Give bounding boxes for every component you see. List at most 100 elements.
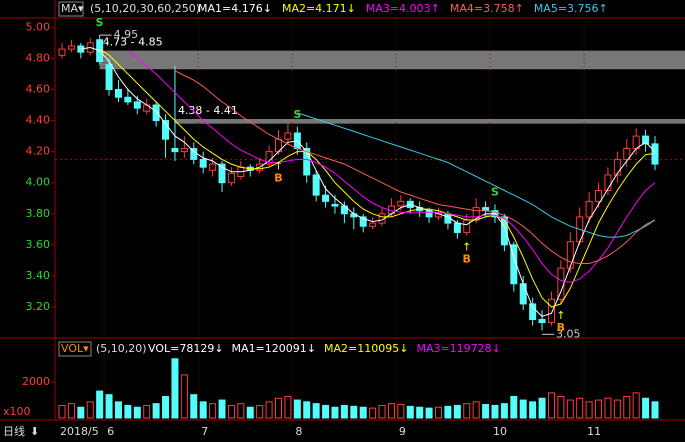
volume-bar bbox=[246, 406, 254, 419]
volume-bar bbox=[406, 405, 414, 419]
candle-body bbox=[566, 241, 574, 269]
candle-body bbox=[463, 219, 471, 233]
candle-body bbox=[67, 45, 75, 50]
volume-bar bbox=[218, 399, 226, 419]
volume-bar bbox=[623, 395, 631, 419]
candle-body bbox=[133, 101, 141, 109]
candle-body bbox=[369, 222, 377, 227]
signal: S bbox=[491, 185, 499, 198]
volume-bar bbox=[284, 395, 292, 419]
volume-bar bbox=[538, 397, 546, 419]
volume-bar bbox=[86, 401, 94, 419]
legend-entry: MA3=4.003↑ bbox=[366, 2, 440, 15]
volume-bar bbox=[425, 407, 433, 419]
candle-body bbox=[547, 298, 555, 324]
volume-indicator[interactable]: VOL▾ bbox=[61, 342, 89, 355]
candle-body bbox=[180, 148, 188, 153]
volume-bar bbox=[576, 397, 584, 419]
indicator-params: (5,10,20,30,60,250) bbox=[90, 2, 200, 15]
candle-body bbox=[623, 148, 631, 160]
indicator-box[interactable] bbox=[58, 1, 84, 17]
volume-bar bbox=[604, 397, 612, 419]
annotation: 4.95 bbox=[114, 28, 138, 41]
volume-bar bbox=[331, 406, 339, 419]
signal: B bbox=[463, 253, 471, 266]
volume-bar bbox=[322, 404, 330, 419]
volume-bar bbox=[312, 403, 320, 419]
candle-body bbox=[585, 200, 593, 218]
volume-bar bbox=[152, 403, 160, 419]
range-band bbox=[174, 119, 685, 124]
y-tick-label: 4.40 bbox=[26, 114, 51, 127]
volume-bar bbox=[519, 399, 527, 419]
volume-bar bbox=[265, 401, 273, 419]
x-tick-label: 11 bbox=[587, 425, 601, 438]
volume-bar bbox=[293, 399, 301, 419]
candle-body bbox=[538, 318, 546, 324]
period[interactable]: 日线 bbox=[3, 424, 25, 438]
candle-body bbox=[227, 172, 235, 184]
volume-bar bbox=[227, 404, 235, 419]
signal-arrow: ↑ bbox=[462, 241, 471, 254]
volume-bar bbox=[529, 401, 537, 419]
candle-body bbox=[284, 132, 292, 140]
candle-body bbox=[322, 194, 330, 202]
signal: B bbox=[557, 321, 565, 334]
indicator-name[interactable]: MA▾ bbox=[61, 2, 84, 15]
volume-bar bbox=[237, 403, 245, 419]
volume-bar bbox=[613, 399, 621, 419]
volume-bar bbox=[472, 401, 480, 419]
candle-body bbox=[557, 267, 565, 300]
candle-body bbox=[397, 200, 405, 207]
volume-bar bbox=[143, 404, 151, 419]
candle-body bbox=[209, 163, 217, 171]
candle-body bbox=[519, 283, 527, 305]
legend-entry: MA1=4.176↓ bbox=[198, 2, 272, 15]
volume-bar bbox=[557, 395, 565, 419]
y-tick-label: 3.40 bbox=[26, 269, 51, 282]
volume-bar bbox=[350, 405, 358, 419]
volume-bar bbox=[491, 404, 499, 419]
volume-bar bbox=[105, 394, 113, 419]
volume-bar bbox=[77, 406, 85, 419]
indicator-box[interactable] bbox=[58, 341, 92, 357]
volume-bar bbox=[510, 395, 518, 419]
candle-body bbox=[331, 203, 339, 207]
volume-bar bbox=[199, 401, 207, 419]
y-tick-label: 4.80 bbox=[26, 51, 51, 64]
volume-bar bbox=[547, 392, 555, 419]
range-band bbox=[99, 50, 685, 70]
legend-entry: MA2=4.171↓ bbox=[282, 2, 356, 15]
candle-body bbox=[114, 88, 122, 98]
volume-bar bbox=[190, 394, 198, 419]
signal: B bbox=[274, 172, 282, 185]
x-tick-label: 10 bbox=[493, 425, 507, 438]
candle-body bbox=[199, 158, 207, 168]
x-tick-label: 7 bbox=[201, 425, 208, 438]
volume-bar bbox=[340, 404, 348, 419]
volume-bar bbox=[651, 401, 659, 419]
signal: S bbox=[293, 108, 301, 121]
legend-entry: MA4=3.758↑ bbox=[450, 2, 524, 15]
volume-bar bbox=[180, 374, 188, 419]
volume-bar bbox=[435, 406, 443, 419]
y-tick-label: 4.20 bbox=[26, 145, 51, 158]
ma-line bbox=[174, 70, 656, 264]
candle-body bbox=[529, 303, 537, 320]
candle-body bbox=[171, 148, 179, 153]
volume-bar bbox=[378, 404, 386, 419]
candle-body bbox=[604, 174, 612, 191]
range-label: 4.38 - 4.41 bbox=[178, 104, 238, 117]
volume-bar bbox=[642, 397, 650, 419]
volume-bar bbox=[416, 406, 424, 419]
signal-arrow: ↑ bbox=[274, 160, 283, 173]
candle-body bbox=[613, 158, 621, 176]
y-tick-label: 3.80 bbox=[26, 207, 51, 220]
period-icon[interactable]: ⬇ bbox=[30, 425, 39, 438]
volume-bar bbox=[632, 392, 640, 419]
volume-bar bbox=[482, 404, 490, 419]
volume-bar bbox=[124, 404, 132, 419]
volume-bar bbox=[274, 397, 282, 419]
